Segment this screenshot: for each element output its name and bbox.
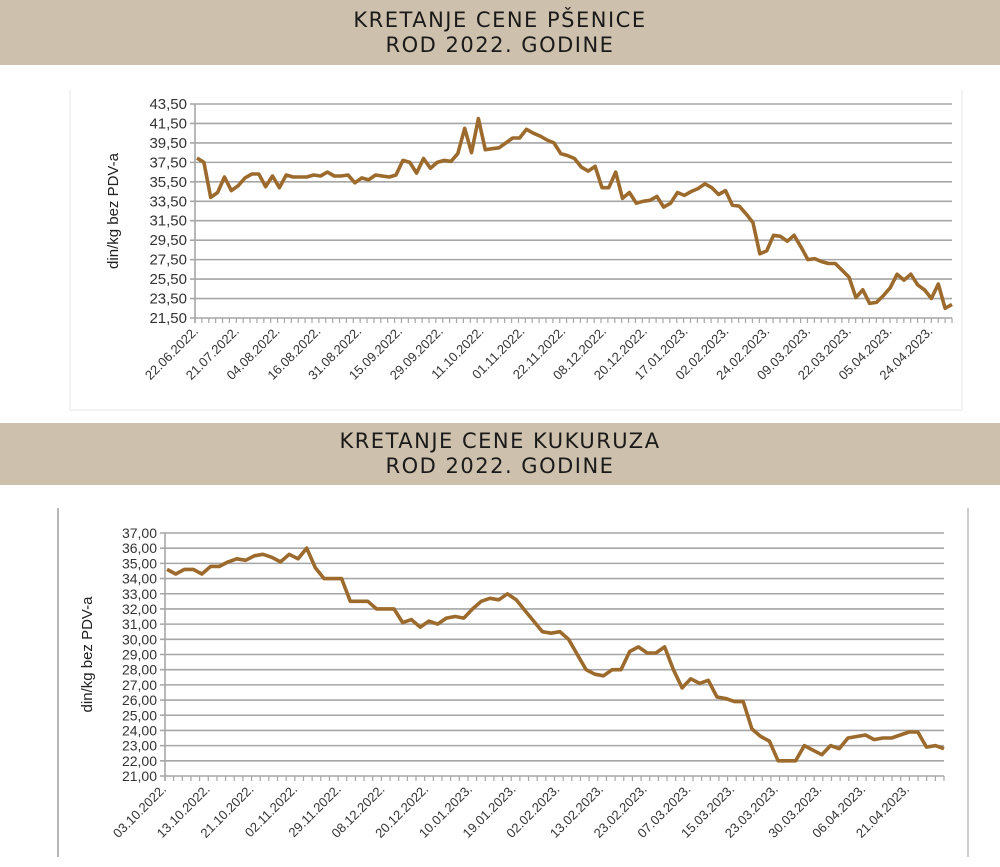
y-tick-label: 35,00 [122,555,157,571]
y-tick-label: 27,00 [122,677,157,693]
corn-chart-header: KRETANJE CENE KUKURUZA ROD 2022. GODINE [0,423,1000,485]
y-axis-title: din/kg bez PDV-a [105,152,122,269]
y-tick-label: 21,00 [122,768,157,784]
y-tick-label: 30,00 [122,631,157,647]
y-tick-label: 25,50 [149,271,187,288]
y-tick-label: 34,00 [122,571,157,587]
y-tick-label: 32,00 [122,601,157,617]
corn-price-chart: 37,0036,0035,0034,0033,0032,0031,0030,00… [57,508,969,857]
y-tick-label: 43,50 [149,96,187,113]
corn-chart-subtitle: ROD 2022. GODINE [385,454,615,478]
y-tick-label: 33,00 [122,586,157,602]
y-tick-label: 25,00 [122,707,157,723]
y-tick-label: 37,50 [149,154,187,171]
y-tick-label: 23,00 [122,738,157,754]
y-tick-label: 29,50 [149,232,187,249]
y-tick-label: 27,50 [149,252,187,269]
y-tick-label: 26,00 [122,692,157,708]
series-line-kukuruz [166,546,945,763]
wheat-price-chart: 43,50 41,50 39,50 37,50 35,50 33,50 31,50 29,50… [69,90,963,411]
y-tick-label: 39,50 [149,135,187,152]
y-tick-label: 36,00 [122,540,157,556]
wheat-chart-title: KRETANJE CENE PŠENICE [353,7,647,32]
y-tick-label: 33,50 [149,193,187,210]
y-tick-label: 31,50 [149,213,187,230]
y-tick-label: 22,00 [122,753,157,769]
y-tick-label: 35,50 [149,174,187,191]
y-tick-label: 24,00 [122,722,157,738]
y-tick-label: 37,00 [122,525,157,541]
corn-chart-title: KRETANJE CENE KUKURUZA [339,429,661,453]
y-axis-title: din/kg bez PDV-a [79,596,96,713]
y-tick-label: 29,00 [122,647,157,663]
y-tick-label: 23,50 [149,291,187,308]
y-tick-label: 21,50 [149,310,187,327]
wheat-chart-header: KRETANJE CENE PŠENICE ROD 2022. GODINE [0,0,1000,65]
y-tick-label: 41,50 [149,115,187,132]
y-tick-label: 31,00 [122,616,157,632]
wheat-chart-subtitle: ROD 2022. GODINE [385,32,615,57]
y-tick-label: 28,00 [122,662,157,678]
series-line-pšenica [196,116,953,311]
